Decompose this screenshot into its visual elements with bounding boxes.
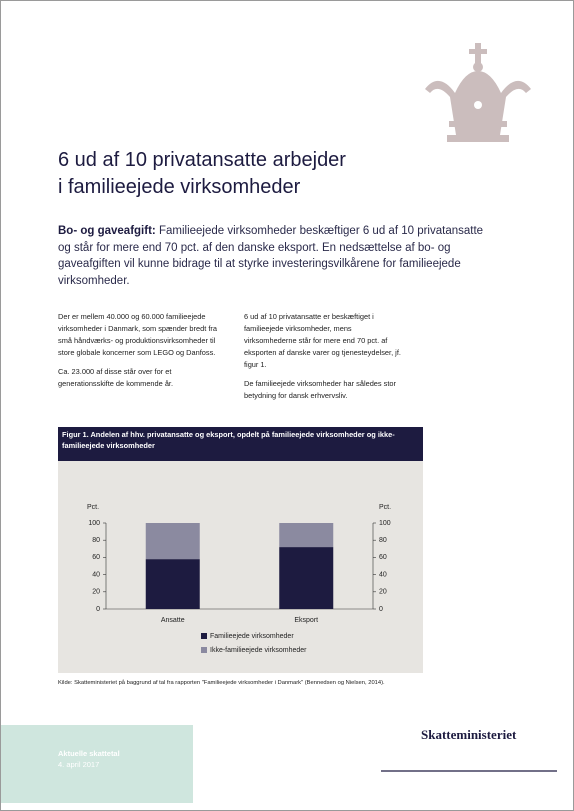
legend-swatch <box>201 647 207 653</box>
chart: Pct. Pct. 0 20 40 60 80 100 0 20 40 60 80 100 Ansatte E… <box>87 504 391 654</box>
y2-tick-label: 20 <box>379 589 387 596</box>
title: 6 ud af 10 privatansatte arbejder i fami… <box>58 147 346 201</box>
logo-text: Skatteministeriet <box>421 727 517 742</box>
legend-swatch <box>201 633 207 639</box>
column: Der er mellem 40.000 og 60.000 familieej… <box>58 311 220 397</box>
bar-segment <box>279 547 334 609</box>
paragraph: Ca. 23.000 af disse står over for et gen… <box>58 367 174 388</box>
y2-tick-label: 60 <box>379 554 387 561</box>
footer-box: Aktuelle skattetal 4. april 2017 <box>1 725 193 803</box>
legend-label: Familieejede virksomheder <box>210 633 294 640</box>
bar-segment <box>145 559 200 609</box>
crown-logo <box>425 43 531 142</box>
bar-segment <box>279 523 334 548</box>
legend-label: Ikke-familieejede virksomheder <box>210 647 307 654</box>
y-tick-label: 40 <box>92 571 100 578</box>
plot-background <box>58 459 423 673</box>
y2-tick-label: 0 <box>379 606 383 613</box>
y2-tick-label: 40 <box>379 571 387 578</box>
title-line: 6 ud af 10 privatansatte arbejder <box>58 149 346 171</box>
paragraph: 6 ud af 10 privatansatte er beskæftiget … <box>244 312 401 369</box>
y-tick-label: 80 <box>92 537 100 544</box>
figure-source: Kilde: Skatteministeriet på baggrund af … <box>58 680 385 686</box>
lead-label: Bo- og gaveafgift: <box>58 225 156 237</box>
column: 6 ud af 10 privatansatte er beskæftiget … <box>244 311 406 409</box>
y-axis-label: Pct. <box>87 504 99 511</box>
y2-tick-label: 80 <box>379 537 387 544</box>
y-tick-label: 100 <box>88 520 100 527</box>
title-line: i familieejede virksomheder <box>58 176 301 198</box>
paragraph: De familieejede virksomheder har således… <box>244 379 396 400</box>
x-tick-label: Eksport <box>294 617 318 624</box>
y-tick-label: 60 <box>92 554 100 561</box>
footer-date: 4. april 2017 <box>58 760 100 769</box>
lead-text: Familieejede virksomheder beskæftiger 6 … <box>58 225 484 287</box>
y2-tick-label: 100 <box>379 520 391 527</box>
bar-segment <box>145 523 200 560</box>
lead: Bo- og gaveafgift: Familieejede virksomh… <box>58 223 498 289</box>
paragraph: Der er mellem 40.000 og 60.000 familieej… <box>58 312 217 357</box>
y-tick-label: 20 <box>92 589 100 596</box>
x-tick-label: Ansatte <box>161 617 185 624</box>
y2-axis-label: Pct. <box>379 504 391 511</box>
y-tick-label: 0 <box>96 606 100 613</box>
figure-title: Figur 1. Andelen af hhv. privatansatte o… <box>58 427 423 461</box>
footer-title: Aktuelle skattetal <box>58 749 120 758</box>
